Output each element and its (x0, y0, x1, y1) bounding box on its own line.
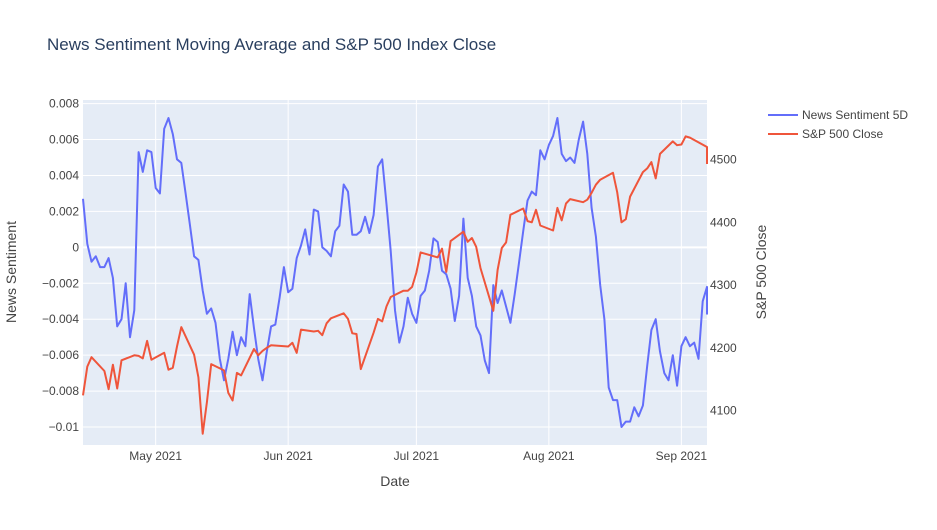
y-left-tick-label: 0 (72, 240, 79, 254)
y-right-tick-label: 4500 (710, 153, 737, 167)
y-left-tick-label: −0.01 (49, 420, 80, 434)
y-right-tick-label: 4400 (710, 215, 737, 229)
series-line-news-sentiment[interactable] (82, 117, 708, 428)
y-right-tick-label: 4100 (710, 404, 737, 418)
x-axis-title: Date (380, 473, 410, 489)
y-left-tick-label: −0.008 (42, 384, 79, 398)
y-right-tick-label: 4300 (710, 278, 737, 292)
legend-item-sentiment[interactable]: News Sentiment 5D (768, 108, 908, 122)
y-left-tick-label: 0.004 (49, 168, 79, 182)
axis-labels: 0.008 0.006 0.004 0.002 0 −0.002 −0.004 −0.006 −… (42, 97, 737, 463)
chart-title: News Sentiment Moving Average and S&P 50… (47, 35, 496, 54)
y-axis-title-right: S&P 500 Close (753, 224, 769, 319)
legend-label-sp500: S&P 500 Close (802, 127, 883, 141)
x-tick-label: Aug 2021 (523, 449, 575, 463)
x-tick-label: May 2021 (129, 449, 182, 463)
series-layer (82, 117, 708, 435)
legend[interactable]: News Sentiment 5D S&P 500 Close (768, 108, 908, 141)
y-left-tick-label: 0.006 (49, 133, 79, 147)
grid-lines (83, 100, 707, 445)
y-left-tick-label: −0.004 (42, 312, 79, 326)
x-tick-label: Jun 2021 (263, 449, 313, 463)
y-left-tick-label: −0.002 (42, 276, 79, 290)
plot-background (83, 100, 707, 445)
x-tick-label: Jul 2021 (394, 449, 440, 463)
legend-item-sp500[interactable]: S&P 500 Close (768, 127, 883, 141)
legend-label-sentiment: News Sentiment 5D (802, 108, 908, 122)
y-left-tick-label: 0.008 (49, 97, 79, 111)
y-left-tick-label: 0.002 (49, 204, 79, 218)
series-line-sp500[interactable] (82, 135, 708, 435)
y-axis-title-left: News Sentiment (3, 221, 19, 323)
x-tick-label: Sep 2021 (656, 449, 708, 463)
y-right-tick-label: 4200 (710, 341, 737, 355)
y-left-tick-label: −0.006 (42, 348, 79, 362)
